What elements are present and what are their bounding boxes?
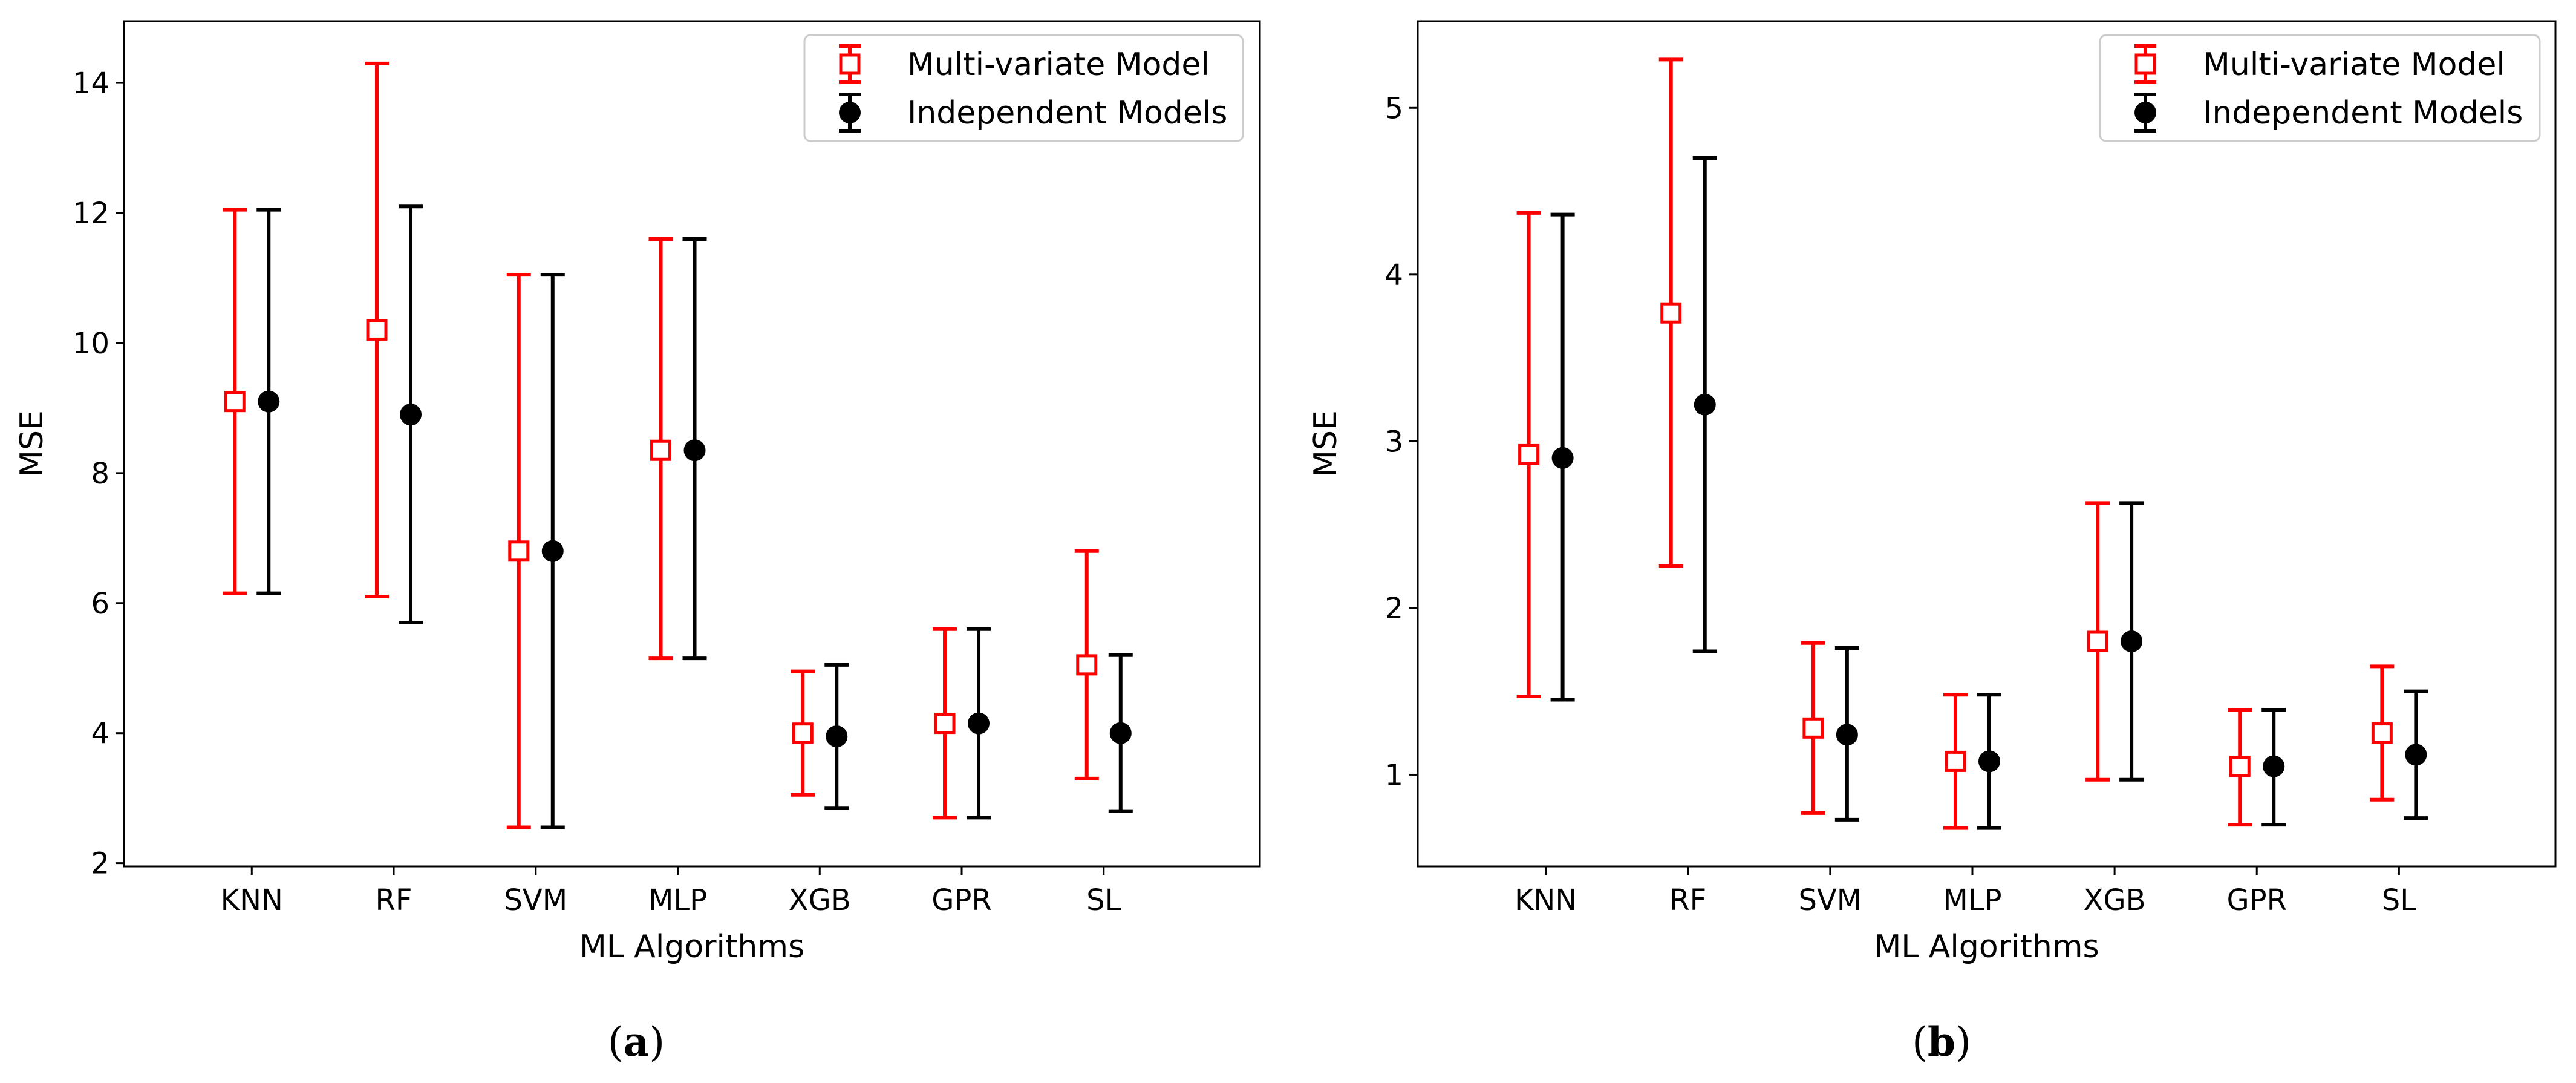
data-point-circle [258,390,280,413]
x-tick-label: KNN [1515,883,1577,917]
y-axis-label: MSE [14,410,50,477]
y-tick-label: 4 [91,717,109,751]
y-tick-label: 8 [91,457,109,491]
x-tick-label: SVM [504,883,567,917]
x-tick-label: XGB [2084,883,2146,917]
y-tick-label: 6 [91,587,109,621]
x-tick-label: SL [2382,883,2416,917]
x-tick-label: GPR [2226,883,2287,917]
data-point-square [1660,302,1682,324]
data-point-square [2371,722,2393,744]
series-multivariate [223,61,1099,829]
caption-open: ( [608,1019,624,1065]
y-tick-label: 2 [1384,592,1403,626]
data-point-square [366,319,388,341]
legend-box [2099,34,2541,142]
legend-label: Independent Models [907,95,1227,131]
data-point-circle [1978,750,2000,773]
data-point-square [1945,750,1966,772]
caption-close: ) [649,1019,665,1065]
data-point-square [1076,654,1098,676]
x-tick-label: RF [376,883,412,917]
data-point-circle [2263,755,2285,777]
y-tick-label: 14 [73,67,109,100]
x-tick-label: SL [1086,883,1121,917]
y-tick-label: 1 [1384,758,1403,792]
plot-frame [1417,20,2557,868]
series-independent [1550,155,2428,830]
data-point-circle [1836,724,1858,746]
x-tick-label: GPR [931,883,992,917]
data-point-circle [2405,744,2427,766]
data-point-circle [968,712,990,735]
y-tick-label: 2 [91,847,109,881]
data-point-circle [2121,630,2143,653]
legend: Multi-variate Model Independent Models [803,34,1244,142]
data-point-square [1802,717,1824,739]
data-point-circle [826,725,848,748]
x-tick-label: MLP [1943,883,2001,917]
data-point-circle [541,540,564,562]
panel-caption: (b) [1912,1018,1971,1065]
caption-open: ( [1912,1019,1928,1065]
legend-label: Multi-variate Model [2203,47,2505,83]
data-point-square [650,439,672,461]
legend-label: Independent Models [2203,95,2523,131]
legend-box [803,34,1244,142]
caption-letter: a [624,1018,650,1065]
data-point-square [792,722,814,744]
data-point-square [2087,630,2108,652]
x-axis-label: ML Algorithms [1874,929,2099,965]
y-axis-label: MSE [1308,410,1344,477]
legend-marker-square [2134,53,2156,75]
y-tick-label: 10 [73,327,109,361]
x-tick-label: KNN [221,883,283,917]
x-axis-label: ML Algorithms [579,929,804,965]
data-point-circle [400,404,422,426]
data-point-circle [1551,447,1574,469]
data-point-square [224,391,246,413]
data-point-square [934,713,956,735]
x-tick-label: SVM [1799,883,1862,917]
x-tick-label: RF [1669,883,1706,917]
y-tick-label: 12 [73,197,109,231]
panel-caption: (a) [608,1018,665,1065]
series-multivariate [1516,57,2395,830]
caption-letter: b [1928,1018,1955,1065]
caption-close: ) [1955,1019,1971,1065]
data-point-square [1518,443,1540,465]
chart-panel-a: 2 4 6 8 10 12 14 KNN RF SVM MLP XGB GPR SL ML Algorith… [14,20,1261,1065]
legend: Multi-variate Model Independent Models [2099,34,2541,142]
data-point-circle [683,439,706,462]
chart-panel-b: 1 2 3 4 5 KNN RF SVM MLP XGB GPR SL ML Algorithms MSE… [1308,20,2557,1065]
data-point-square [508,540,530,562]
x-tick-label: MLP [648,883,707,917]
series-independent [256,204,1133,829]
data-point-circle [1694,393,1716,416]
plot-frame [123,20,1261,868]
legend-marker-square [839,53,861,75]
data-point-square [2229,756,2251,777]
data-point-circle [1109,722,1132,744]
y-tick-label: 3 [1384,425,1403,459]
legend-label: Multi-variate Model [907,47,1210,83]
y-tick-label: 4 [1384,258,1403,292]
legend-marker-circle [2134,102,2156,123]
x-tick-label: XGB [789,883,851,917]
legend-marker-circle [839,102,861,123]
y-tick-label: 5 [1384,91,1403,125]
